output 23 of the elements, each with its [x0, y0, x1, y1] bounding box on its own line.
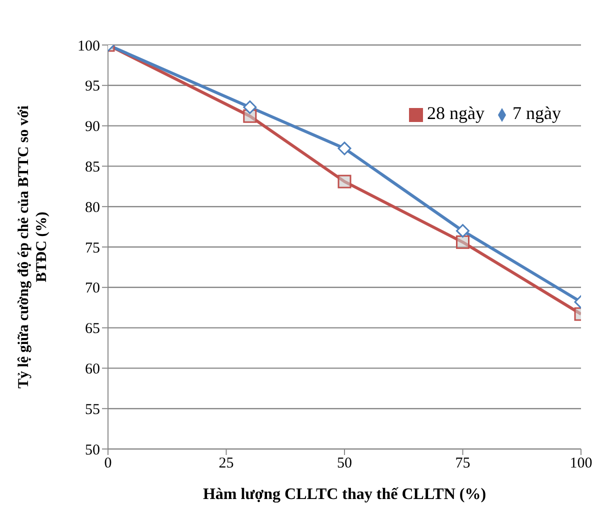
legend-label: 28 ngày — [427, 103, 484, 123]
y-axis-title: Tỷ lệ giữa cường độ ép chẻ của BTTC so với BTĐC (%) — [16, 106, 50, 388]
point — [338, 174, 352, 188]
y-tick-label: 60 — [85, 362, 100, 378]
x-axis-title: Hàm lượng CLLTC thay thế CLLTN (%) — [202, 486, 486, 503]
y-tick-label: 95 — [85, 78, 100, 95]
y-tick-label: 90 — [85, 119, 100, 136]
legend-label: 7 ngày — [512, 103, 561, 123]
point — [338, 142, 352, 156]
y-tick-label: 70 — [85, 280, 100, 297]
point — [243, 100, 257, 114]
y-tick-label: 55 — [85, 402, 100, 418]
y-tick-label: 85 — [85, 160, 100, 176]
y-tick-label: 75 — [85, 240, 100, 256]
x-tick-label: 25 — [218, 456, 234, 472]
x-tick-label: 75 — [455, 456, 470, 472]
y-tick-label: 100 — [78, 38, 100, 54]
y-tick-label: 80 — [85, 200, 100, 216]
x-tick-label: 0 — [104, 456, 112, 472]
x-tick-label: 100 — [570, 456, 592, 472]
y-tick-label: 50 — [85, 442, 100, 458]
x-tick-label: 50 — [337, 456, 352, 472]
y-tick-label: 65 — [85, 321, 100, 338]
